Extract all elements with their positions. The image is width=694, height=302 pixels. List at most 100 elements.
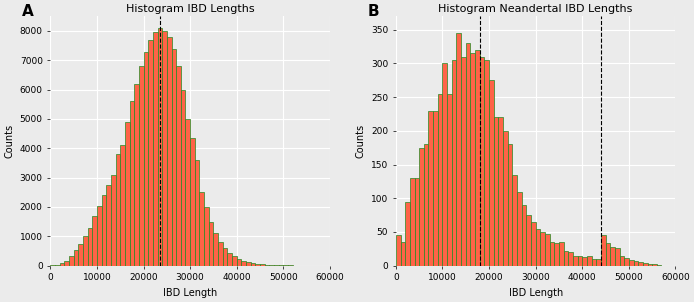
Bar (531, 222, 536, 266)
Bar (396, 235, 400, 266)
Bar (92, 216, 97, 266)
Bar (251, 263, 255, 266)
Bar (638, 262, 643, 266)
Bar (153, 32, 158, 266)
Bar (503, 131, 508, 266)
Bar (410, 178, 414, 266)
Bar (171, 49, 176, 266)
Bar (512, 175, 517, 266)
Bar (498, 117, 503, 266)
Bar (419, 148, 424, 266)
Bar (475, 50, 480, 266)
Bar (400, 242, 405, 266)
Bar (508, 144, 512, 266)
Bar (466, 43, 471, 266)
Bar (264, 265, 269, 266)
Bar (185, 119, 190, 266)
Bar (634, 261, 638, 266)
Bar (480, 57, 484, 266)
Bar (60, 263, 65, 266)
Bar (130, 101, 134, 266)
Bar (176, 66, 181, 266)
Title: Histogram Neandertal IBD Lengths: Histogram Neandertal IBD Lengths (439, 4, 633, 14)
Bar (493, 117, 498, 266)
Bar (190, 138, 195, 266)
Bar (209, 222, 214, 266)
Bar (120, 145, 125, 266)
Bar (195, 160, 199, 266)
Bar (204, 207, 209, 266)
Bar (414, 178, 419, 266)
Bar (577, 256, 582, 266)
Bar (573, 255, 577, 266)
Bar (447, 94, 452, 266)
Bar (255, 264, 260, 266)
Bar (471, 53, 475, 266)
Bar (55, 265, 60, 266)
Bar (134, 84, 139, 266)
Bar (214, 233, 218, 266)
Text: A: A (22, 4, 34, 19)
Bar (83, 236, 87, 266)
Bar (652, 264, 657, 266)
Bar (536, 229, 541, 266)
Text: B: B (368, 4, 380, 19)
Y-axis label: Counts: Counts (4, 124, 14, 158)
Bar (643, 263, 648, 266)
Bar (620, 256, 624, 266)
Bar (433, 111, 438, 266)
Bar (428, 111, 433, 266)
Bar (484, 60, 489, 266)
Bar (181, 90, 185, 266)
Bar (116, 154, 120, 266)
Bar (101, 195, 106, 266)
Bar (139, 66, 144, 266)
Bar (97, 206, 101, 266)
Bar (526, 215, 531, 266)
Bar (246, 262, 251, 266)
Bar (199, 192, 204, 266)
Bar (144, 52, 149, 266)
Bar (582, 257, 587, 266)
Y-axis label: Counts: Counts (355, 124, 366, 158)
Bar (149, 40, 153, 266)
Bar (601, 235, 606, 266)
X-axis label: IBD Length: IBD Length (163, 288, 217, 298)
Bar (596, 259, 601, 266)
Bar (228, 253, 232, 266)
Bar (648, 264, 652, 266)
Bar (274, 265, 279, 266)
Bar (424, 144, 428, 266)
X-axis label: IBD Length: IBD Length (509, 288, 563, 298)
Bar (269, 265, 274, 266)
Bar (591, 259, 596, 266)
Bar (125, 122, 130, 266)
Bar (545, 234, 550, 266)
Bar (260, 265, 264, 266)
Bar (489, 80, 493, 266)
Bar (555, 243, 559, 266)
Bar (69, 256, 74, 266)
Bar (587, 256, 591, 266)
Bar (564, 251, 568, 266)
Bar (405, 202, 410, 266)
Bar (610, 247, 615, 266)
Bar (461, 57, 466, 266)
Bar (65, 261, 69, 266)
Bar (615, 248, 620, 266)
Bar (657, 265, 661, 266)
Bar (232, 256, 237, 266)
Bar (606, 243, 610, 266)
Bar (452, 60, 457, 266)
Bar (457, 33, 461, 266)
Bar (78, 244, 83, 266)
Bar (74, 250, 78, 266)
Bar (629, 260, 634, 266)
Bar (550, 242, 555, 266)
Bar (568, 252, 573, 266)
Bar (223, 248, 228, 266)
Bar (106, 185, 111, 266)
Bar (522, 205, 526, 266)
Bar (158, 28, 162, 266)
Bar (443, 63, 447, 266)
